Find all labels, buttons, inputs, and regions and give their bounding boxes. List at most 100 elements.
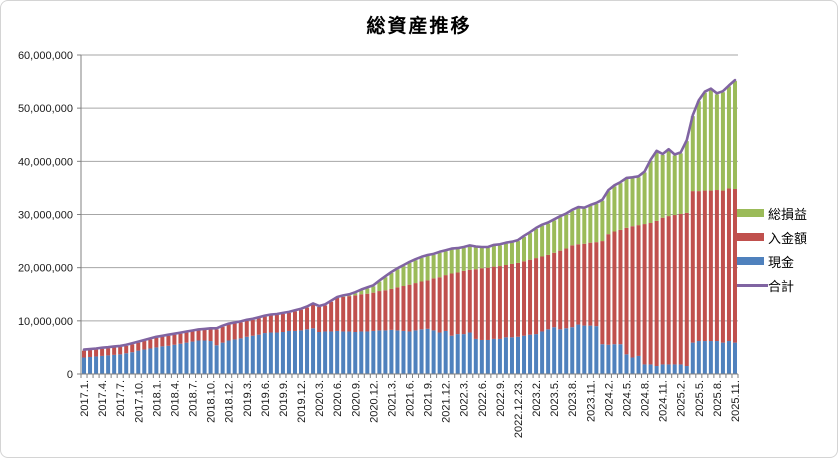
x-axis-tick-label: 2019.12. bbox=[296, 380, 308, 423]
bar-cash bbox=[94, 356, 99, 374]
bar-cash bbox=[684, 366, 689, 374]
bar-cash bbox=[503, 337, 508, 374]
bar-profit bbox=[558, 217, 563, 251]
bar-deposit bbox=[244, 320, 249, 337]
bar-cash bbox=[371, 330, 376, 374]
bar-deposit bbox=[286, 312, 291, 331]
bar-deposit bbox=[365, 293, 370, 332]
bar-deposit bbox=[172, 334, 177, 345]
bar-deposit bbox=[491, 266, 496, 339]
bar-profit bbox=[479, 247, 484, 269]
bar-cash bbox=[142, 349, 147, 374]
bar-cash bbox=[491, 338, 496, 374]
bar-cash bbox=[262, 333, 267, 374]
bar-deposit bbox=[636, 225, 641, 356]
bar-cash bbox=[208, 341, 213, 374]
bar-deposit bbox=[335, 297, 340, 331]
bar-profit bbox=[455, 249, 460, 273]
bar-deposit bbox=[238, 322, 243, 339]
bar-deposit bbox=[292, 311, 297, 331]
x-axis-tick-label: 2022.9. bbox=[495, 380, 507, 417]
bar-deposit bbox=[485, 267, 490, 340]
bar-profit bbox=[491, 245, 496, 267]
bar-cash bbox=[443, 330, 448, 374]
bar-deposit bbox=[654, 220, 659, 367]
x-axis-tick-label: 2020.9. bbox=[350, 380, 362, 417]
bar-deposit bbox=[274, 314, 279, 333]
bar-profit bbox=[636, 177, 641, 226]
bar-cash bbox=[299, 330, 304, 374]
bar-deposit bbox=[726, 188, 731, 342]
bar-cash bbox=[720, 342, 725, 374]
bar-cash bbox=[166, 345, 171, 374]
bar-cash bbox=[160, 346, 165, 374]
x-axis-tick-label: 2024.11. bbox=[658, 380, 670, 422]
bar-cash bbox=[642, 364, 647, 374]
bar-profit bbox=[660, 154, 665, 218]
bar-cash bbox=[648, 364, 653, 374]
bar-deposit bbox=[455, 272, 460, 335]
x-axis-tick-label: 2025.2. bbox=[676, 380, 688, 417]
bar-cash bbox=[600, 344, 605, 374]
x-axis-tick-label: 2025.5. bbox=[694, 380, 706, 417]
bar-cash bbox=[558, 329, 563, 374]
bar-profit bbox=[485, 247, 490, 268]
bar-profit bbox=[413, 260, 418, 284]
bar-deposit bbox=[413, 283, 418, 331]
bar-deposit bbox=[648, 223, 653, 365]
bar-profit bbox=[594, 203, 599, 243]
bar-deposit bbox=[389, 288, 394, 330]
legend-item-label: 入金額 bbox=[768, 230, 808, 246]
bar-cash bbox=[292, 330, 297, 374]
bar-deposit bbox=[720, 190, 725, 343]
bar-cash bbox=[82, 357, 87, 374]
bar-cash bbox=[280, 331, 285, 374]
bar-cash bbox=[413, 330, 418, 374]
bar-cash bbox=[678, 364, 683, 374]
bar-profit bbox=[654, 151, 659, 221]
bar-profit bbox=[401, 266, 406, 287]
bar-deposit bbox=[190, 331, 195, 342]
bar-cash bbox=[268, 332, 273, 374]
bar-cash bbox=[407, 331, 412, 374]
x-axis-tick-label: 2019.6. bbox=[260, 380, 272, 417]
x-axis-tick-label: 2025.8. bbox=[712, 380, 724, 417]
bar-cash bbox=[732, 342, 737, 374]
y-axis-tick-label: 60,000,000 bbox=[18, 50, 73, 62]
x-axis-tick-label: 2019.9. bbox=[278, 380, 290, 417]
bar-deposit bbox=[732, 188, 737, 343]
bar-profit bbox=[395, 269, 400, 288]
bar-cash bbox=[473, 338, 478, 374]
bar-cash bbox=[666, 364, 671, 374]
bar-deposit bbox=[256, 318, 261, 335]
bar-cash bbox=[431, 330, 436, 374]
bar-deposit bbox=[166, 335, 171, 346]
bar-cash bbox=[341, 331, 346, 374]
bar-profit bbox=[461, 247, 466, 271]
bar-cash bbox=[190, 341, 195, 374]
bar-cash bbox=[425, 328, 430, 374]
bar-profit bbox=[509, 242, 514, 264]
bar-cash bbox=[395, 330, 400, 374]
legend-swatch-profit bbox=[737, 209, 764, 217]
bar-deposit bbox=[473, 269, 478, 339]
bar-deposit bbox=[576, 244, 581, 325]
bar-profit bbox=[419, 257, 424, 282]
bar-deposit bbox=[558, 250, 563, 330]
bar-cash bbox=[570, 327, 575, 374]
bar-deposit bbox=[624, 227, 629, 355]
legend-item-total: 合計 bbox=[737, 273, 829, 297]
bar-profit bbox=[528, 233, 533, 260]
bar-deposit bbox=[305, 307, 310, 330]
bar-deposit bbox=[196, 330, 201, 341]
bar-deposit bbox=[600, 241, 605, 345]
bar-cash bbox=[124, 353, 129, 374]
bar-deposit bbox=[317, 307, 322, 332]
bar-profit bbox=[534, 228, 539, 259]
bar-profit bbox=[588, 205, 593, 243]
bar-deposit bbox=[220, 326, 225, 343]
bar-profit bbox=[642, 172, 647, 225]
bar-cash bbox=[540, 331, 545, 374]
y-axis-tick-label: 20,000,000 bbox=[18, 263, 73, 275]
